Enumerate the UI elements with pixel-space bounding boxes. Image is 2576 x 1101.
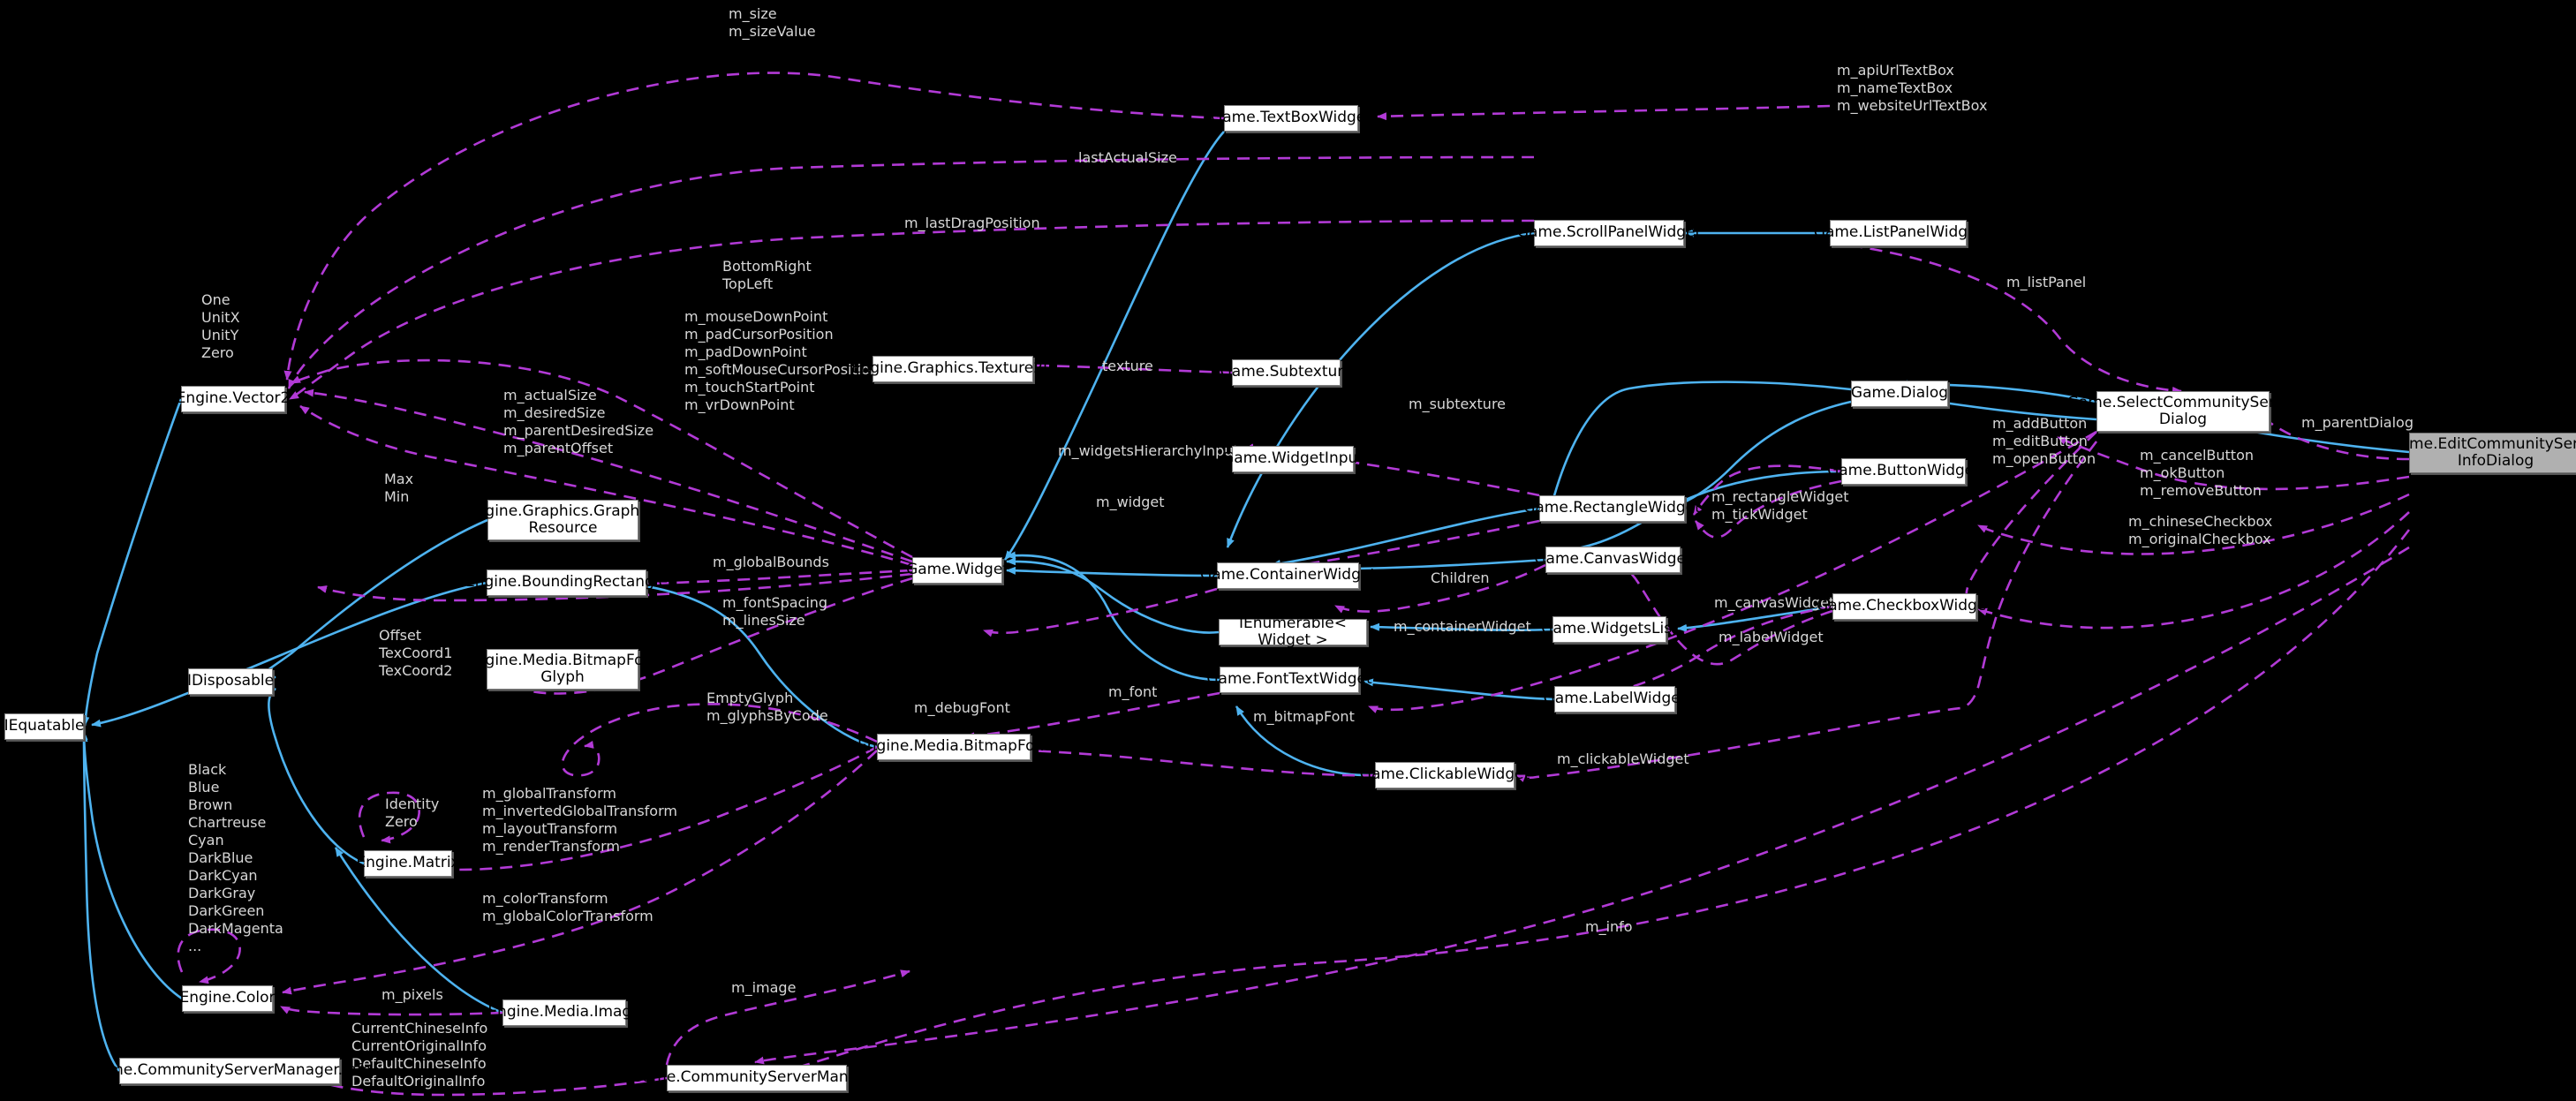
class-node-matrix[interactable]: Engine.Matrix (356, 850, 460, 877)
edge-label-labelwidget: m_labelWidget (1719, 629, 1824, 645)
class-node-iequatable[interactable]: IEquatable (4, 713, 84, 740)
edge-label-lastactual: lastActualSize (1078, 149, 1177, 166)
edge-label-offset: Offset TexCoord1 TexCoord2 (379, 627, 453, 679)
class-node-textbox[interactable]: Game.TextBoxWidget (1211, 105, 1371, 132)
class-node-fonttext[interactable]: Game.FontTextWidget (1206, 667, 1372, 693)
class-node-color[interactable]: Engine.Color (179, 985, 276, 1012)
edge-label-apiurl: m_apiUrlTextBox m_nameTextBox m_websiteU… (1837, 62, 1988, 114)
class-node-vector2[interactable]: Engine.Vector2 (177, 386, 290, 412)
edge-label-widgetshierarchy: m_widgetsHierarchyInput (1058, 442, 1239, 459)
class-node-idisposable[interactable]: IDisposable (187, 668, 274, 695)
class-node-labelwidget[interactable]: Game.LabelWidget (1544, 686, 1686, 713)
edge-label-identity: Identity Zero (385, 796, 440, 830)
edge-label-globalbounds: m_globalBounds (713, 554, 829, 570)
class-node-boundingrect[interactable]: Engine.BoundingRectangle (465, 569, 668, 596)
edge-label-currentchinese: CurrentChineseInfo CurrentOriginalInfo D… (351, 1020, 488, 1090)
class-node-checkbox[interactable]: Game.CheckboxWidget (1817, 593, 1992, 620)
class-node-dialog[interactable]: Game.Dialog (1851, 381, 1948, 407)
class-node-csminfo[interactable]: Game.CommunityServerManager.Info (88, 1058, 371, 1084)
class-node-selectcommunity[interactable]: Game.SelectCommunityServer Dialog (2067, 391, 2299, 432)
edge-label-maxmin: Max Min (384, 471, 414, 505)
edge-label-actualsize: m_actualSize m_desiredSize m_parentDesir… (503, 387, 654, 456)
edge-label-listpanel: m_listPanel (2006, 274, 2087, 290)
edge-label-black: Black Blue Brown Chartreuse Cyan DarkBlu… (188, 761, 283, 954)
class-node-widget[interactable]: Game.Widget (906, 557, 1008, 584)
edge-label-info: m_info (1585, 918, 1633, 935)
edge-label-debugfont: m_debugFont (914, 699, 1010, 716)
class-node-clickable[interactable]: Game.ClickableWidget (1360, 762, 1530, 788)
class-node-rectangle[interactable]: Game.RectangleWidget (1523, 495, 1701, 522)
edge-label-mousedown: m_mouseDownPoint m_padCursorPosition m_p… (684, 308, 880, 413)
edge-label-containerwidget: m_containerWidget (1394, 618, 1531, 635)
class-node-widgetslist[interactable]: Game.WidgetsList (1541, 616, 1678, 643)
class-node-bitmapfont[interactable]: Engine.Media.BitmapFont (857, 734, 1050, 760)
class-node-mediaimage[interactable]: Engine.Media.Image (487, 999, 641, 1026)
edge-label-fontspacing: m_fontSpacing m_linesSize (722, 594, 828, 629)
edge-label-emptyglyph: EmptyGlyph m_glyphsByCode (706, 690, 828, 724)
edge-label-clickablewidget: m_clickableWidget (1557, 750, 1689, 767)
edge-label-font: m_font (1108, 683, 1158, 700)
edge-label-colortransform: m_colorTransform m_globalColorTransform (482, 890, 653, 924)
class-node-ienumerable[interactable]: IEnumerable< Widget > (1219, 615, 1367, 649)
class-node-addbutton_anchor[interactable]: Game.ButtonWidget (1827, 458, 1980, 485)
edge-label-texture: texture (1102, 358, 1153, 374)
edge-label-bitmapfont: m_bitmapFont (1253, 708, 1355, 725)
class-node-subtexture[interactable]: Game.Subtexture (1220, 359, 1352, 386)
class-node-csmanager[interactable]: Game.CommunityServerManager (631, 1065, 882, 1091)
class-node-container[interactable]: Game.ContainerWidget (1200, 562, 1376, 589)
edge-label-lastdrag: m_lastDragPosition (904, 215, 1040, 231)
class-node-widgetinput[interactable]: Game.WidgetInput (1222, 446, 1364, 472)
edge-label-globaltransform: m_globalTransform m_invertedGlobalTransf… (482, 785, 677, 855)
edge-label-cancelbutton: m_cancelButton m_okButton m_removeButton (2140, 447, 2262, 499)
edge-label-children: Children (1431, 569, 1490, 586)
class-node-listpanel[interactable]: Game.ListPanelWidget (1814, 220, 1983, 246)
edge-label-oneunit: One UnitX UnitY Zero (201, 291, 240, 361)
class-node-canvas[interactable]: Game.CanvasWidget (1534, 547, 1692, 573)
edge-label-widget: m_widget (1096, 494, 1165, 510)
class-node-editcommunity[interactable]: Game.EditCommunityServer InfoDialog (2388, 433, 2576, 473)
inheritance-edges (79, 131, 2410, 1072)
edge-label-bottomright: BottomRight TopLeft (722, 258, 812, 292)
edge-label-size: m_size m_sizeValue (729, 5, 816, 40)
class-node-scrollpanel[interactable]: Game.ScrollPanelWidget (1517, 220, 1701, 246)
edge-label-pixels: m_pixels (381, 986, 443, 1003)
class-node-graphicsres[interactable]: Engine.Graphics.Graphics Resource (466, 500, 660, 540)
edge-label-image: m_image (731, 979, 797, 996)
class-node-bitmapglyph[interactable]: Engine.Media.BitmapFont Glyph (466, 649, 659, 690)
edge-label-subtexture: m_subtexture (1409, 396, 1507, 412)
class-node-texture2d[interactable]: Engine.Graphics.Texture2D (851, 356, 1054, 382)
edge-label-chinese: m_chineseCheckbox m_originalCheckbox (2128, 513, 2273, 547)
edge-label-rectanglewidget: m_rectangleWidget m_tickWidget (1711, 488, 1849, 523)
edge-label-parentdialog: m_parentDialog (2301, 414, 2414, 431)
